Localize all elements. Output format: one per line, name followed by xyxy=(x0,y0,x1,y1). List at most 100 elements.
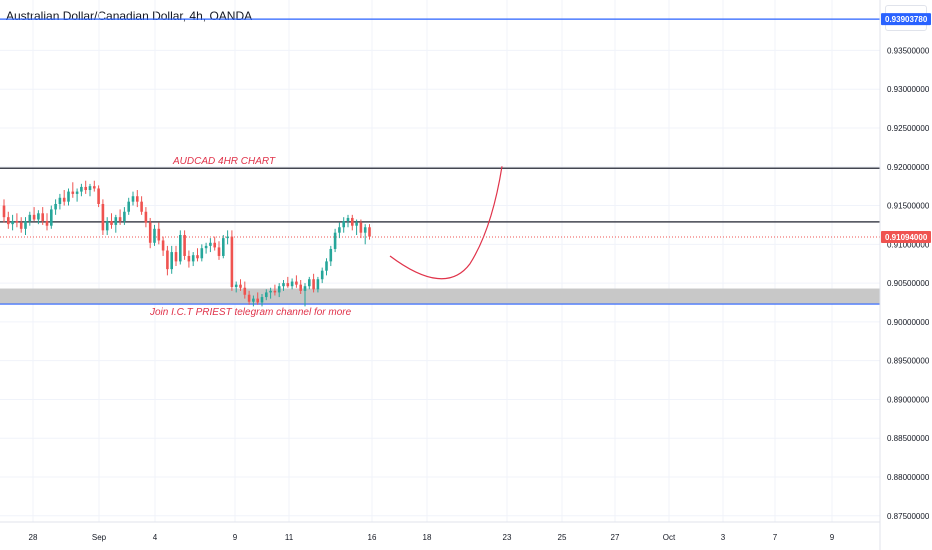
candle-body xyxy=(161,240,165,251)
candle-body xyxy=(316,279,320,290)
candle-body xyxy=(2,205,6,218)
time-tick-label: Sep xyxy=(92,533,107,542)
candle-body xyxy=(24,221,27,229)
candle-body xyxy=(346,217,350,222)
candle-body xyxy=(277,286,281,293)
candle-body xyxy=(204,245,208,249)
candle-body xyxy=(299,284,302,291)
price-tick-label: 0.91000000 xyxy=(887,240,930,249)
time-tick-label: 28 xyxy=(29,533,38,542)
price-label-box xyxy=(881,231,931,244)
candle-body xyxy=(312,279,315,290)
candle-body xyxy=(50,209,53,226)
candle-body xyxy=(183,235,186,256)
candle-body xyxy=(97,188,100,204)
candle-body xyxy=(15,221,19,223)
candle-body xyxy=(286,283,290,287)
time-tick-label: 23 xyxy=(503,533,512,542)
candle-body xyxy=(45,221,49,226)
candle-body xyxy=(363,227,367,233)
candle-body xyxy=(222,238,225,256)
candle-body xyxy=(153,228,156,243)
candle-body xyxy=(131,196,135,202)
time-axis[interactable]: 28 Sep 4 9 11 16 18 23 25 27 Oct 3 7 9 xyxy=(29,533,835,542)
candle-body xyxy=(41,213,44,222)
candle-body xyxy=(217,247,221,256)
candles xyxy=(2,180,371,307)
annotation-text: AUDCAD 4HR CHART xyxy=(172,156,276,167)
candle-body xyxy=(320,270,324,280)
grid xyxy=(0,0,880,522)
candle-body xyxy=(11,221,14,225)
time-tick-label: 9 xyxy=(233,533,238,542)
candle-body xyxy=(110,221,113,225)
candle-body xyxy=(148,222,152,243)
price-tick-label: 0.92500000 xyxy=(887,124,930,133)
candle-body xyxy=(213,242,216,248)
price-tick-label: 0.93000000 xyxy=(887,85,930,94)
price-axis[interactable]: 0.93500000 0.93000000 0.92500000 0.92000000… xyxy=(887,46,930,520)
time-tick-label: 18 xyxy=(423,533,432,542)
price-tick-label: 0.93500000 xyxy=(887,46,930,55)
candle-body xyxy=(187,255,191,262)
candle-body xyxy=(295,281,298,285)
time-tick-label: 25 xyxy=(558,533,567,542)
candle-body xyxy=(37,213,40,220)
annotation-text: Join I.C.T PRIEST telegram channel for m… xyxy=(149,307,352,318)
candle-body xyxy=(273,290,277,293)
candle-body xyxy=(62,197,66,202)
time-tick-label: 9 xyxy=(830,533,835,542)
candle-body xyxy=(355,222,358,226)
candle-body xyxy=(123,211,126,222)
candle-body xyxy=(252,298,255,302)
candle-body xyxy=(88,186,92,191)
time-tick-label: 11 xyxy=(285,533,294,542)
price-tick-label: 0.92000000 xyxy=(887,163,930,172)
candle-body xyxy=(140,201,143,212)
candle-body xyxy=(230,236,234,287)
price-label-box xyxy=(881,13,931,26)
candle-body xyxy=(54,203,57,210)
candle-body xyxy=(170,252,173,270)
candle-body xyxy=(325,261,328,271)
price-tick-label: 0.91500000 xyxy=(887,202,930,211)
candle-body xyxy=(7,217,10,225)
candle-body xyxy=(200,248,204,259)
candle-body xyxy=(234,284,238,287)
price-tick-label: 0.89500000 xyxy=(887,357,930,366)
candle-body xyxy=(333,232,337,249)
candle-body xyxy=(58,197,62,204)
candle-body xyxy=(71,191,75,194)
price-tick-label: 0.87500000 xyxy=(887,512,930,521)
candle-body xyxy=(114,217,118,225)
candle-body xyxy=(338,227,341,233)
candle-body xyxy=(127,201,130,212)
candle-body xyxy=(247,294,251,302)
candle-body xyxy=(19,222,23,229)
candle-body xyxy=(144,211,148,223)
candle-body xyxy=(75,191,79,194)
price-tick-label: 0.88500000 xyxy=(887,434,930,443)
candle-body xyxy=(239,284,242,288)
candle-body xyxy=(265,292,268,298)
time-tick-label: 4 xyxy=(153,533,158,542)
candle-body xyxy=(105,221,109,231)
candle-body xyxy=(32,214,36,220)
candle-body xyxy=(28,214,32,222)
candle-body xyxy=(351,217,354,226)
time-tick-label: 7 xyxy=(773,533,778,542)
candle-body xyxy=(136,196,139,202)
horizontal-lines xyxy=(0,18,880,305)
candle-body xyxy=(260,297,264,303)
candle-body xyxy=(166,250,169,270)
candle-body xyxy=(303,286,307,291)
candle-body xyxy=(157,228,161,241)
candle-body xyxy=(191,255,195,262)
price-tick-label: 0.89000000 xyxy=(887,395,930,404)
price-label-text: 0.93903780 xyxy=(885,15,928,24)
candle-body xyxy=(209,242,212,246)
time-tick-label: 27 xyxy=(611,533,620,542)
candle-body xyxy=(359,222,363,233)
candle-body xyxy=(101,203,105,231)
